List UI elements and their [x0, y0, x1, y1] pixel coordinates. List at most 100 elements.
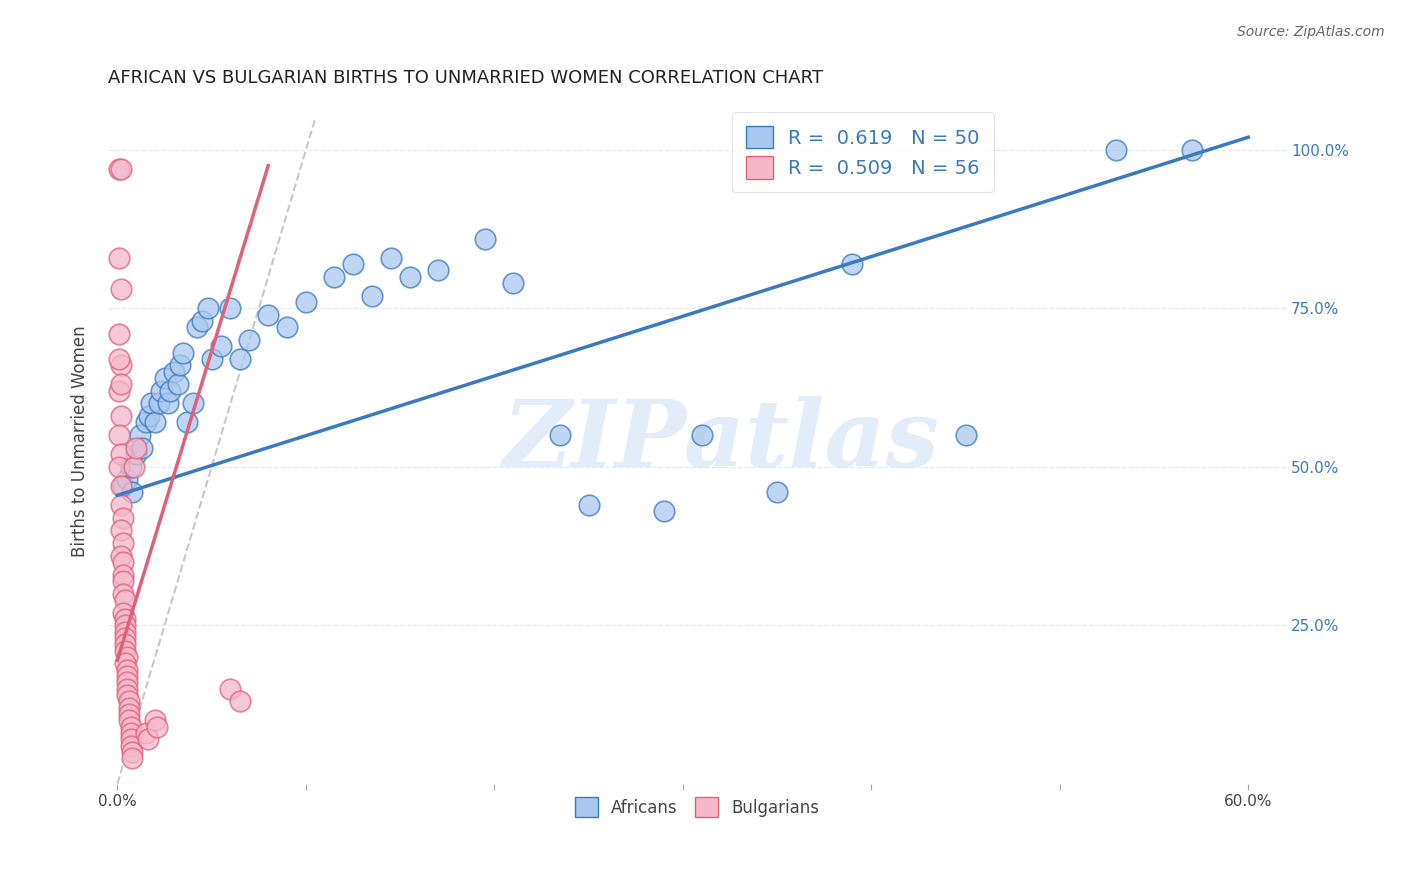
Point [131, 441, 153, 455]
Point [342, 257, 364, 271]
Point [112, 510, 135, 524]
Point [121, 745, 143, 759]
Point [115, 675, 138, 690]
Point [118, 694, 141, 708]
Point [114, 612, 136, 626]
Point [118, 700, 141, 714]
Point [141, 396, 163, 410]
Point [276, 320, 298, 334]
Point [219, 681, 242, 696]
Point [114, 618, 136, 632]
Point [108, 384, 131, 398]
Point [108, 251, 131, 265]
Point [157, 396, 180, 410]
Point [135, 726, 157, 740]
Point [149, 384, 172, 398]
Point [841, 257, 863, 271]
Point [380, 251, 402, 265]
Point [112, 567, 135, 582]
Point [176, 416, 198, 430]
Point [163, 365, 186, 379]
Point [146, 720, 169, 734]
Point [108, 459, 131, 474]
Text: Source: ZipAtlas.com: Source: ZipAtlas.com [1237, 25, 1385, 39]
Point [323, 269, 346, 284]
Point [169, 359, 191, 373]
Point [115, 663, 138, 677]
Point [114, 637, 136, 651]
Point [112, 606, 135, 620]
Point [108, 428, 131, 442]
Point [186, 320, 208, 334]
Point [172, 345, 194, 359]
Point [955, 428, 977, 442]
Point [115, 681, 138, 696]
Point [360, 288, 382, 302]
Point [110, 523, 132, 537]
Point [766, 485, 789, 500]
Point [398, 269, 420, 284]
Point [197, 301, 219, 316]
Point [115, 669, 138, 683]
Point [219, 301, 242, 316]
Point [112, 479, 135, 493]
Point [257, 308, 280, 322]
Point [112, 555, 135, 569]
Point [114, 643, 136, 657]
Point [295, 295, 318, 310]
Point [118, 706, 141, 721]
Point [166, 377, 188, 392]
Legend: Africans, Bulgarians: Africans, Bulgarians [568, 790, 825, 823]
Point [115, 688, 138, 702]
Point [110, 479, 132, 493]
Text: ZIPatlas: ZIPatlas [502, 396, 939, 486]
Point [138, 409, 160, 423]
Point [110, 549, 132, 563]
Point [502, 276, 524, 290]
Point [181, 396, 204, 410]
Point [120, 459, 142, 474]
Point [229, 352, 252, 367]
Point [120, 720, 142, 734]
Point [112, 574, 135, 588]
Point [108, 161, 131, 176]
Point [135, 416, 157, 430]
Point [578, 498, 600, 512]
Point [550, 428, 572, 442]
Point [112, 586, 135, 600]
Point [114, 631, 136, 645]
Point [108, 326, 131, 341]
Y-axis label: Births to Unmarried Women: Births to Unmarried Women [72, 326, 89, 558]
Point [110, 498, 132, 512]
Point [110, 447, 132, 461]
Point [118, 714, 141, 728]
Point [143, 416, 166, 430]
Point [125, 447, 148, 461]
Point [159, 384, 181, 398]
Point [426, 263, 449, 277]
Point [114, 657, 136, 671]
Point [474, 232, 496, 246]
Point [110, 409, 132, 423]
Point [209, 339, 232, 353]
Point [110, 282, 132, 296]
Point [108, 352, 131, 367]
Point [229, 694, 252, 708]
Point [115, 650, 138, 665]
Point [110, 359, 132, 373]
Point [115, 473, 138, 487]
Point [110, 161, 132, 176]
Point [129, 428, 152, 442]
Point [112, 536, 135, 550]
Point [110, 377, 132, 392]
Point [114, 624, 136, 639]
Point [143, 714, 166, 728]
Point [1181, 143, 1204, 157]
Point [114, 593, 136, 607]
Point [148, 396, 170, 410]
Point [120, 739, 142, 753]
Point [136, 732, 159, 747]
Point [690, 428, 713, 442]
Point [652, 504, 675, 518]
Point [124, 459, 146, 474]
